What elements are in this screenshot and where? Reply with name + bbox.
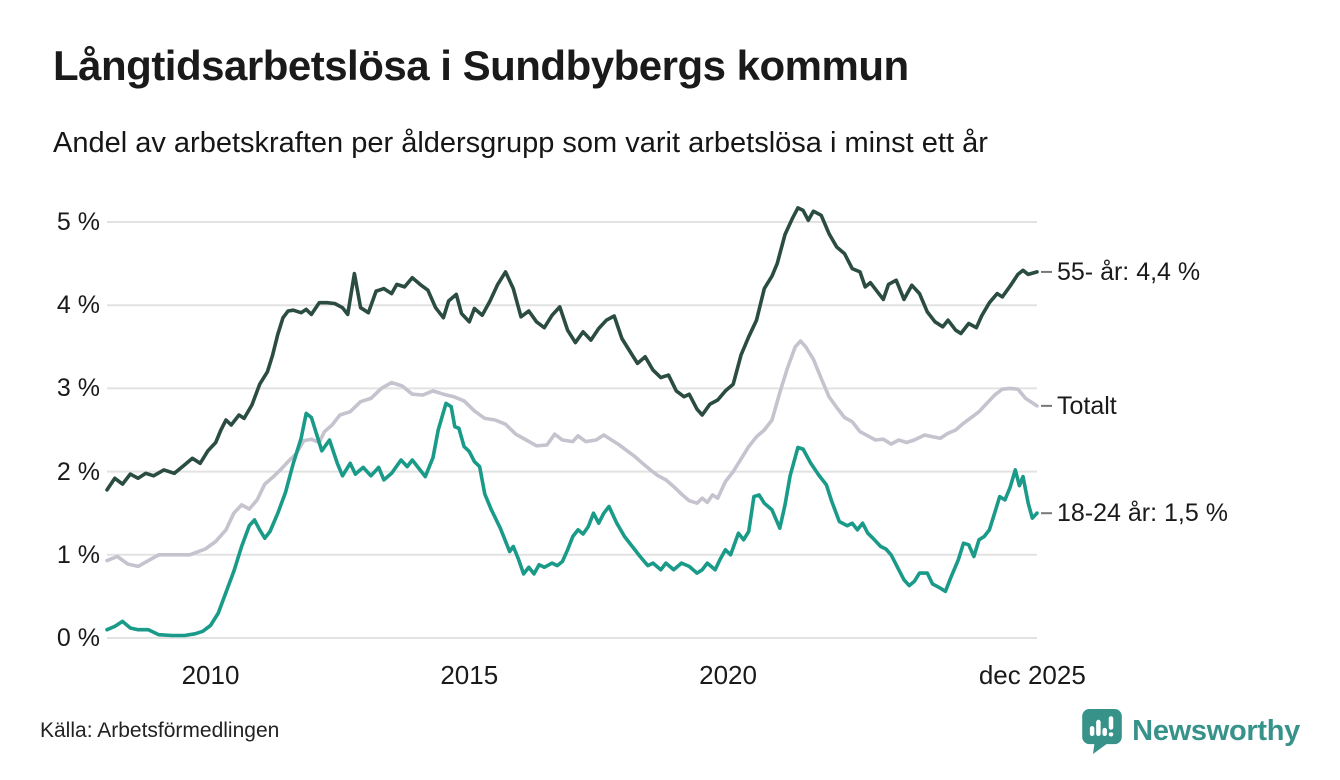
series-line-18-24-ar	[105, 401, 1039, 638]
x-tick-label-2015: 2015	[440, 660, 499, 690]
y-tick-label-1: 1 %	[56, 540, 100, 569]
source-note: Källa: Arbetsförmedlingen	[40, 719, 280, 742]
series-line-55-ar	[105, 206, 1039, 492]
end-label-totalt: Totalt	[1057, 391, 1117, 420]
x-tick-label-2020: 2020	[699, 660, 757, 690]
end-label-18-24-ar: 18-24 år: 1,5 %	[1057, 499, 1228, 528]
y-tick-label-3: 3 %	[56, 374, 100, 403]
end-label-55-ar: 55- år: 4,4 %	[1057, 257, 1201, 286]
y-tick-label-4: 4 %	[56, 291, 100, 320]
y-tick-label-0: 0 %	[56, 624, 100, 652]
y-tick-label-5: 5 %	[56, 208, 100, 236]
page-subtitle: Andel av arbetskraften per åldersgrupp s…	[53, 127, 988, 159]
y-tick-label-2: 2 %	[56, 457, 100, 486]
series-line-totalt	[105, 339, 1039, 569]
page-title: Långtidsarbetslösa i Sundbybergs kommun	[53, 42, 909, 89]
x-tick-label-dec-2025: dec 2025	[978, 660, 1086, 690]
x-tick-label-2010: 2010	[181, 660, 240, 690]
newsworthy-bubble-chart-icon	[1082, 708, 1122, 754]
newsworthy-wordmark: Newsworthy	[1132, 715, 1300, 747]
newsworthy-logo: Newsworthy	[1082, 706, 1300, 756]
